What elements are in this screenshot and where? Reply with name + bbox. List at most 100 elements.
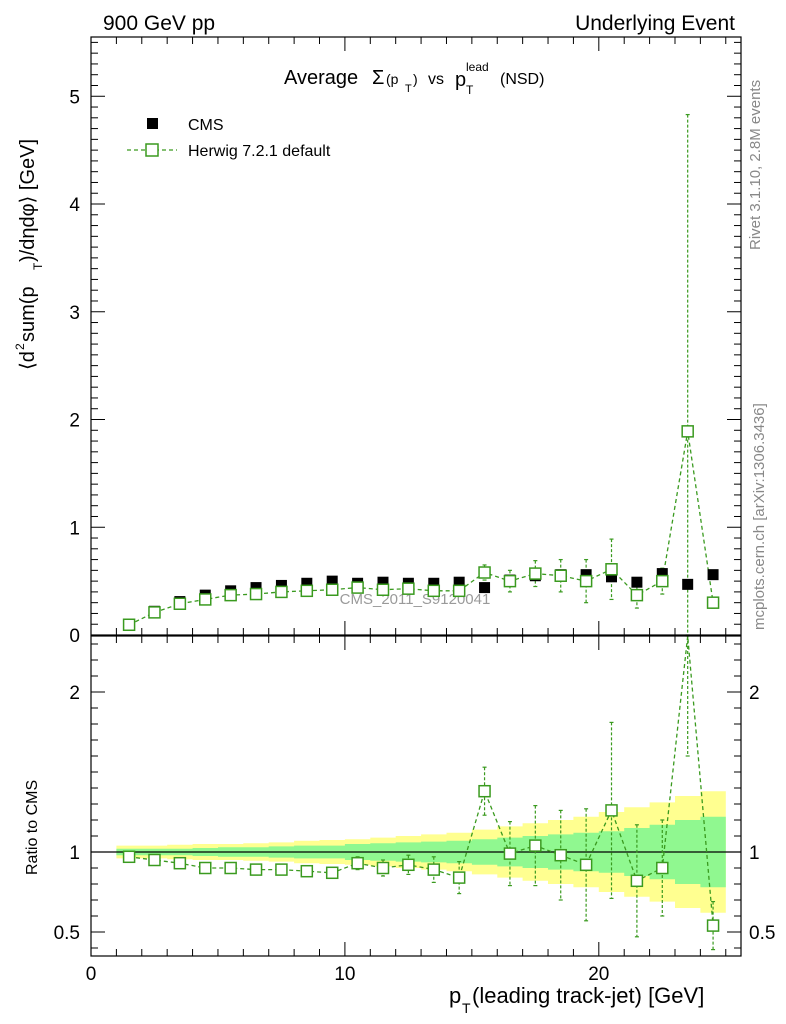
rivet-label: Rivet 3.1.10, 2.8M events xyxy=(747,80,764,250)
ratio-mc-point xyxy=(452,871,466,884)
mc-point xyxy=(427,584,441,598)
ratio-mc-point xyxy=(402,858,415,872)
ratio-panel-data xyxy=(91,635,741,951)
mc-point xyxy=(656,574,669,588)
mc-point xyxy=(706,596,720,609)
ratio-mc-point xyxy=(478,784,491,798)
y-tick-label-main: 4 xyxy=(69,195,80,216)
mc-point xyxy=(351,581,364,594)
mc-point xyxy=(554,569,567,582)
y-tick-label-ratio-right: 1 xyxy=(749,843,760,864)
ylabel-sup: 2 xyxy=(13,343,27,350)
mc-point xyxy=(452,584,466,598)
y-tick-label-ratio: 0.5 xyxy=(54,923,80,944)
ylabel-mid: sum(p xyxy=(17,286,39,342)
x-tick-label: 20 xyxy=(588,964,609,985)
mc-point xyxy=(503,574,517,588)
ratio-mc-point xyxy=(325,866,339,880)
ratio-mc-point xyxy=(529,839,542,852)
ratio-mc-point xyxy=(503,847,517,860)
title-pt-sub: T xyxy=(405,83,412,95)
xlabel-p: p xyxy=(449,983,461,1008)
cms-data-point xyxy=(377,576,389,588)
mc-point xyxy=(249,587,263,601)
ratio-mc-point xyxy=(376,861,390,875)
xlabel-rest: (leading track-jet) [GeV] xyxy=(472,983,704,1008)
y-tick-label-ratio-right: 2 xyxy=(749,683,760,704)
cms-data-point xyxy=(326,575,338,587)
legend-mc-marker xyxy=(145,143,159,157)
legend-mc-label: Herwig 7.2.1 default xyxy=(188,143,331,160)
cms-data-point xyxy=(428,577,440,589)
mcplots-label: mcplots.cern.ch [arXiv:1306.3436] xyxy=(751,403,768,630)
cms-data-point xyxy=(479,582,491,594)
mc-point xyxy=(605,563,618,576)
cms-data-point xyxy=(682,578,694,590)
header-right: Underlying Event xyxy=(575,12,735,35)
y-tick-label-ratio: 2 xyxy=(69,683,80,704)
title-pt-open: (p xyxy=(386,71,399,87)
ratio-mc-point xyxy=(199,861,212,875)
cms-data-point xyxy=(580,569,592,581)
title-prefix: Average xyxy=(284,67,358,89)
y-axis-label-main: ⟨d 2 sum(p T )/dηdφ⟩ [GeV] xyxy=(13,139,45,370)
y-tick-label-main: 1 xyxy=(69,518,80,539)
mc-point xyxy=(529,567,542,580)
title-lead-sup: lead xyxy=(466,60,489,74)
cms-data-point xyxy=(301,577,313,589)
legend-data-label: CMS xyxy=(188,117,224,134)
mc-point xyxy=(630,588,644,602)
header-left: 900 GeV pp xyxy=(103,12,215,35)
cms-data-point xyxy=(250,582,262,594)
ylabel-sub: T xyxy=(31,262,45,270)
cms-data-point xyxy=(275,579,287,591)
cms-data-point xyxy=(606,571,618,583)
cms-data-point xyxy=(707,569,719,581)
y-tick-label-ratio-right: 0.5 xyxy=(749,923,775,944)
title-pt-close: ) xyxy=(413,71,418,87)
x-tick-label: 10 xyxy=(334,964,355,985)
cms-data-point xyxy=(656,568,668,580)
mc-point xyxy=(173,597,187,611)
ratio-mc-point xyxy=(427,863,441,876)
title-vs: vs xyxy=(428,71,444,88)
mc-point xyxy=(300,584,314,598)
ratio-mc-point xyxy=(656,861,669,875)
x-tick-label: 0 xyxy=(86,964,97,985)
mc-point xyxy=(275,585,288,599)
mc-point xyxy=(579,574,593,588)
ratio-mc-point xyxy=(554,848,567,862)
ratio-mc-point xyxy=(351,856,364,870)
ratio-mc-point xyxy=(122,850,136,864)
title-p: p xyxy=(455,69,466,91)
main-frame xyxy=(90,36,742,636)
mc-point xyxy=(224,588,237,602)
mc-point xyxy=(199,593,212,606)
mc-point xyxy=(402,582,415,595)
ylabel-open: ⟨d xyxy=(17,351,39,370)
y-tick-label-main: 3 xyxy=(69,303,80,324)
y-tick-label-main: 2 xyxy=(69,411,80,432)
mc-point xyxy=(681,425,694,438)
title-sigma: Σ xyxy=(372,67,384,89)
ratio-mc-point xyxy=(579,858,593,872)
legend-data-marker xyxy=(147,118,158,129)
y-tick-label-ratio: 1 xyxy=(69,843,80,864)
main-panel-data xyxy=(122,113,720,636)
y-tick-label-main: 5 xyxy=(69,87,80,108)
title-suffix: (NSD) xyxy=(500,71,544,88)
cms-data-point xyxy=(453,576,465,588)
legend: CMS Herwig 7.2.1 default xyxy=(127,117,331,160)
ratio-mc-point xyxy=(275,863,288,876)
ratio-mc-point xyxy=(173,856,187,870)
ratio-mc-point xyxy=(300,864,314,878)
title-t-sub: T xyxy=(466,83,474,97)
axes: 0 10 20 0 1 2 3 4 5 0.5 0.5 1 1 2 2 xyxy=(54,36,775,985)
y-tick-label-main: 0 xyxy=(69,626,80,647)
ratio-mc-point xyxy=(249,863,263,876)
cms-data-point xyxy=(631,576,643,588)
mc-point xyxy=(122,618,136,632)
ratio-mc-point xyxy=(148,853,161,867)
ratio-mc-point xyxy=(706,919,720,932)
